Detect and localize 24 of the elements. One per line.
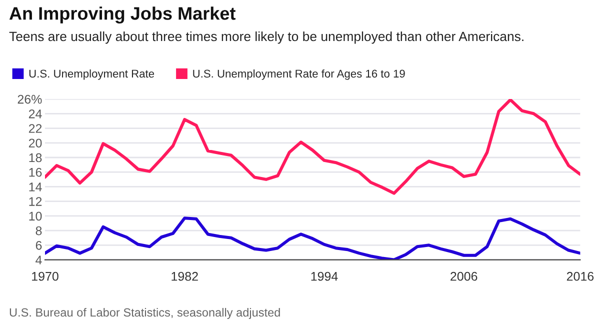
line-series bbox=[45, 99, 580, 195]
x-tick-label: 2016 bbox=[566, 272, 594, 281]
text: U.S. Bureau of Labor Statistics, seasonally adjusted bbox=[10, 308, 280, 319]
y-tick-label: 4 bbox=[36, 256, 42, 264]
legend-label: U.S. Unemployment Rate for Ages 16 to 19 bbox=[193, 69, 405, 80]
y-tick-label: 26% bbox=[18, 94, 42, 104]
y-tick-label: 16 bbox=[29, 168, 42, 177]
y-tick-label: 14 bbox=[29, 182, 42, 192]
line-series bbox=[45, 216, 580, 260]
x-tick-label: 1994 bbox=[311, 272, 338, 281]
y-tick-label: 10 bbox=[29, 212, 42, 221]
y-tick-label: 22 bbox=[28, 124, 42, 133]
y-tick-label: 20 bbox=[28, 138, 42, 148]
y-tick-label: 8 bbox=[36, 226, 42, 236]
x-tick-label: 1970 bbox=[32, 272, 58, 281]
x-tick-label: 1982 bbox=[172, 272, 198, 281]
x-tick-label: 2006 bbox=[450, 272, 478, 281]
chart-title: An Improving Jobs Market bbox=[9, 6, 236, 24]
y-tick-label: 24 bbox=[28, 109, 42, 118]
y-tick-label: 6 bbox=[36, 240, 42, 250]
y-tick-label: 12 bbox=[29, 197, 42, 206]
chart-subtitle: Teens are usually about three times more likely to be unemployed than other Americans. bbox=[9, 31, 524, 44]
y-tick-label: 18 bbox=[29, 153, 42, 162]
legend-label: U.S. Unemployment Rate bbox=[29, 69, 154, 80]
